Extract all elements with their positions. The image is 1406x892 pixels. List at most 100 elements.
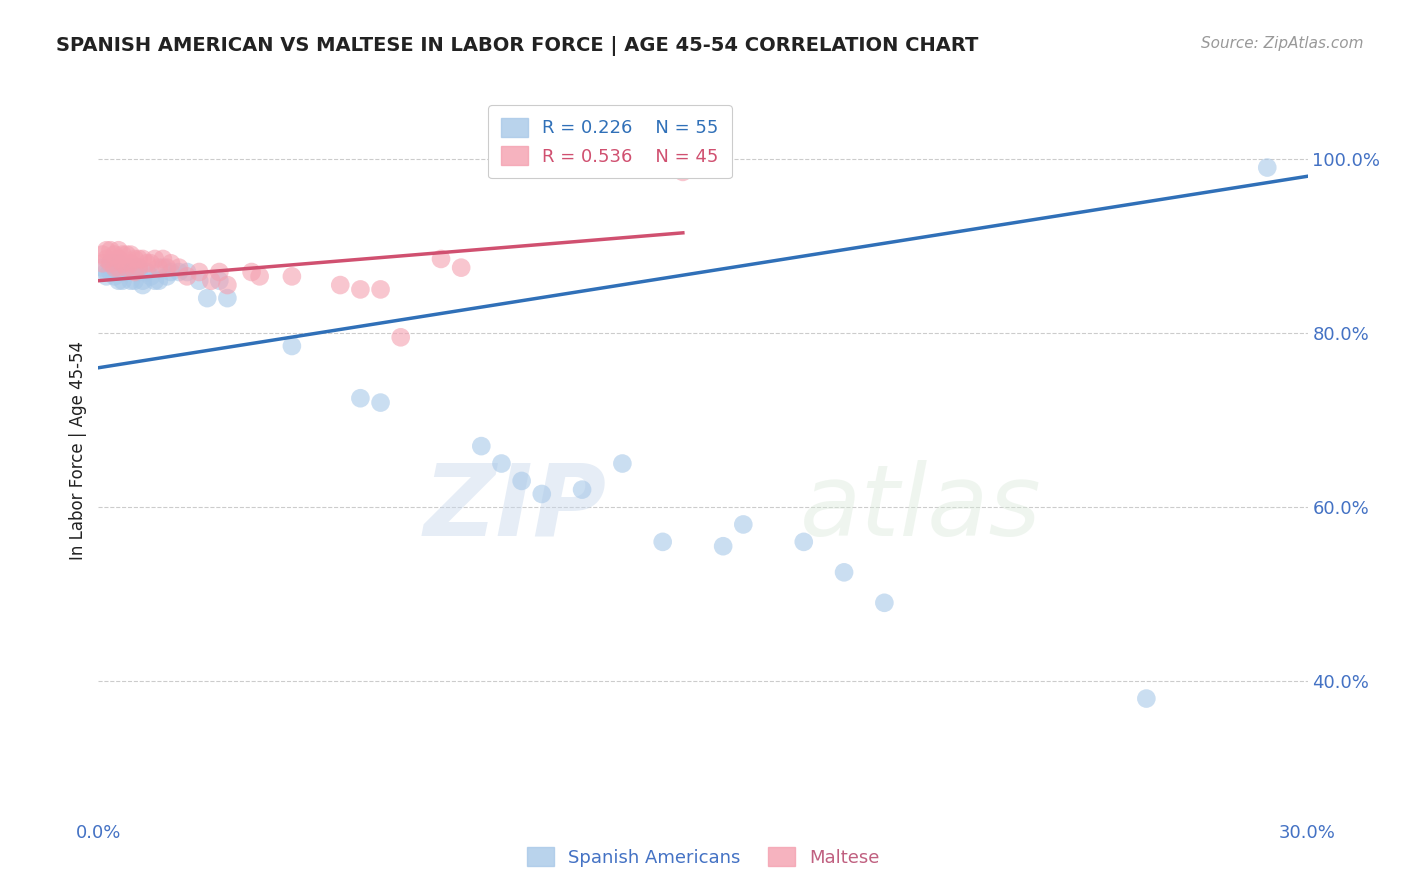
Spanish Americans [107, 274, 129, 288]
Maltese [91, 247, 114, 261]
Spanish Americans [530, 487, 553, 501]
Spanish Americans [873, 596, 896, 610]
Maltese [160, 256, 183, 270]
Maltese [96, 244, 118, 258]
Spanish Americans [470, 439, 492, 453]
Y-axis label: In Labor Force | Age 45-54: In Labor Force | Age 45-54 [69, 341, 87, 560]
Spanish Americans [103, 269, 125, 284]
Maltese [152, 252, 174, 266]
Spanish Americans [135, 265, 157, 279]
Spanish Americans [651, 534, 673, 549]
Maltese [208, 265, 231, 279]
Maltese [103, 260, 125, 275]
Spanish Americans [167, 265, 190, 279]
Spanish Americans [1256, 161, 1278, 175]
Spanish Americans [111, 260, 134, 275]
Maltese [167, 260, 190, 275]
Spanish Americans [208, 274, 231, 288]
Spanish Americans [571, 483, 593, 497]
Spanish Americans [832, 566, 855, 580]
Maltese [91, 256, 114, 270]
Spanish Americans [115, 265, 138, 279]
Maltese [124, 265, 146, 279]
Text: ZIP: ZIP [423, 459, 606, 557]
Maltese [132, 252, 155, 266]
Spanish Americans [128, 260, 150, 275]
Maltese [120, 247, 142, 261]
Spanish Americans [793, 534, 815, 549]
Spanish Americans [152, 260, 174, 275]
Spanish Americans [132, 274, 155, 288]
Spanish Americans [733, 517, 755, 532]
Spanish Americans [120, 260, 142, 275]
Spanish Americans [148, 274, 170, 288]
Maltese [111, 247, 134, 261]
Spanish Americans [111, 265, 134, 279]
Maltese [115, 260, 138, 275]
Maltese [128, 252, 150, 266]
Maltese [349, 282, 371, 296]
Maltese [188, 265, 211, 279]
Maltese [217, 278, 239, 293]
Spanish Americans [103, 256, 125, 270]
Maltese [107, 260, 129, 275]
Maltese [672, 165, 695, 179]
Maltese [176, 269, 198, 284]
Maltese [329, 278, 352, 293]
Text: atlas: atlas [800, 459, 1042, 557]
Spanish Americans [612, 457, 634, 471]
Maltese [115, 247, 138, 261]
Spanish Americans [124, 260, 146, 275]
Spanish Americans [156, 269, 179, 284]
Spanish Americans [510, 474, 533, 488]
Spanish Americans [1135, 691, 1157, 706]
Legend: Spanish Americans, Maltese: Spanish Americans, Maltese [519, 840, 887, 874]
Maltese [111, 256, 134, 270]
Maltese [281, 269, 304, 284]
Maltese [148, 260, 170, 275]
Spanish Americans [349, 391, 371, 405]
Maltese [135, 256, 157, 270]
Spanish Americans [711, 539, 734, 553]
Spanish Americans [160, 265, 183, 279]
Spanish Americans [124, 274, 146, 288]
Spanish Americans [107, 265, 129, 279]
Spanish Americans [188, 274, 211, 288]
Spanish Americans [217, 291, 239, 305]
Maltese [430, 252, 453, 266]
Maltese [143, 252, 166, 266]
Spanish Americans [107, 256, 129, 270]
Maltese [240, 265, 263, 279]
Spanish Americans [100, 256, 122, 270]
Maltese [450, 260, 472, 275]
Text: SPANISH AMERICAN VS MALTESE IN LABOR FORCE | AGE 45-54 CORRELATION CHART: SPANISH AMERICAN VS MALTESE IN LABOR FOR… [56, 36, 979, 55]
Maltese [100, 256, 122, 270]
Spanish Americans [128, 265, 150, 279]
Spanish Americans [91, 260, 114, 275]
Spanish Americans [111, 274, 134, 288]
Maltese [370, 282, 392, 296]
Maltese [139, 256, 162, 270]
Maltese [156, 260, 179, 275]
Maltese [200, 274, 222, 288]
Spanish Americans [176, 265, 198, 279]
Legend: R = 0.226    N = 55, R = 0.536    N = 45: R = 0.226 N = 55, R = 0.536 N = 45 [488, 105, 731, 178]
Spanish Americans [96, 265, 118, 279]
Maltese [249, 269, 271, 284]
Maltese [128, 260, 150, 275]
Spanish Americans [100, 260, 122, 275]
Spanish Americans [115, 260, 138, 275]
Maltese [100, 244, 122, 258]
Spanish Americans [281, 339, 304, 353]
Spanish Americans [491, 457, 513, 471]
Text: Source: ZipAtlas.com: Source: ZipAtlas.com [1201, 36, 1364, 51]
Maltese [389, 330, 412, 344]
Spanish Americans [120, 274, 142, 288]
Maltese [124, 252, 146, 266]
Spanish Americans [370, 395, 392, 409]
Maltese [103, 247, 125, 261]
Spanish Americans [103, 260, 125, 275]
Spanish Americans [100, 265, 122, 279]
Spanish Americans [195, 291, 218, 305]
Maltese [120, 256, 142, 270]
